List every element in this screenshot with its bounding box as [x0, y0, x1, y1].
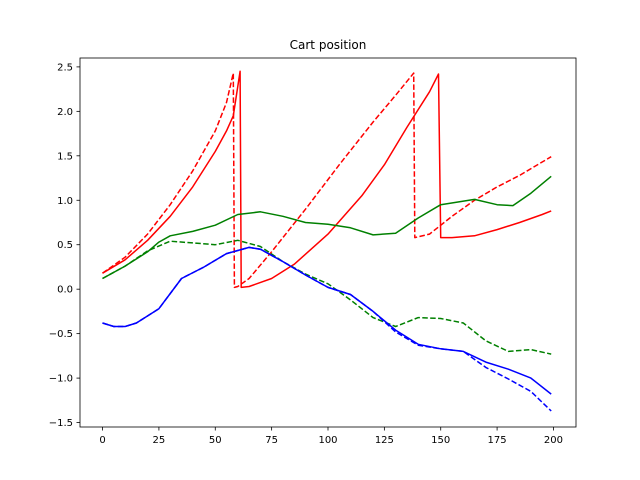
chart-title: Cart position: [290, 38, 367, 52]
series-line-1: [102, 70, 552, 289]
y-tick-label: −0.5: [49, 329, 73, 340]
y-tick-label: 2.5: [57, 62, 73, 73]
series-line-4: [102, 239, 552, 355]
series-line-2: [102, 72, 552, 289]
x-tick-label: 50: [209, 435, 222, 446]
y-tick-label: −1.5: [49, 418, 73, 429]
plot-area: 0 25 50 75 100 125 150 175 200 −1.5 −1.0 −0.5 0.0 0.5…: [49, 57, 577, 446]
y-tick-label: 1.5: [57, 151, 73, 162]
x-tick-label: 100: [318, 435, 337, 446]
y-tick-label: 2.0: [57, 107, 73, 118]
series-line-3: [102, 175, 552, 280]
x-tick-label: 150: [431, 435, 450, 446]
x-tick-label: 175: [488, 435, 507, 446]
x-tick-label: 0: [99, 435, 105, 446]
x-tick-label: 125: [375, 435, 394, 446]
y-tick-label: 1.0: [57, 196, 73, 207]
series-line-6: [102, 246, 552, 412]
y-tick-label: 0.0: [57, 285, 73, 296]
x-tick-label: 25: [153, 435, 166, 446]
x-tick-label: 75: [265, 435, 278, 446]
x-tick-label: 200: [544, 435, 563, 446]
y-tick-label: −1.0: [49, 374, 73, 385]
y-tick-label: 0.5: [57, 240, 73, 251]
